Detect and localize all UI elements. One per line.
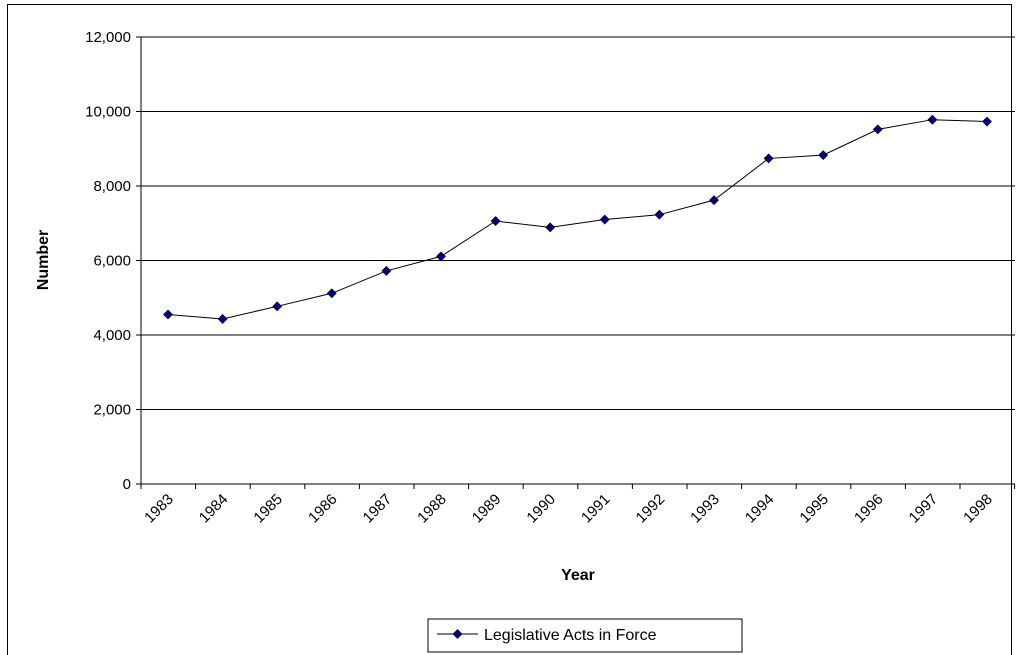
data-point-marker xyxy=(982,116,992,127)
x-tick-label: 1992 xyxy=(633,491,669,527)
chart-frame xyxy=(7,4,1012,655)
data-point-marker xyxy=(381,266,392,276)
y-tick-label: 2,000 xyxy=(93,402,131,419)
x-tick-label: 1995 xyxy=(796,491,832,527)
y-tick-label: 6,000 xyxy=(93,253,131,270)
legend-label: Legislative Acts in Force xyxy=(484,627,657,644)
data-point-marker xyxy=(272,301,283,312)
x-tick-label: 1994 xyxy=(742,491,778,527)
x-tick-labels: 1983 1984 1985 1986 1987 1988 1989 1990 1991 1992… xyxy=(141,491,996,527)
x-tick-label: 1987 xyxy=(360,491,396,527)
y-tick-label: 8,000 xyxy=(93,178,131,195)
data-point-marker xyxy=(927,114,938,125)
series-layer xyxy=(163,114,992,324)
x-tick-label: 1983 xyxy=(141,491,177,527)
x-tick-label: 1996 xyxy=(851,491,887,527)
x-tick-label: 1989 xyxy=(469,491,505,527)
data-point-marker xyxy=(763,153,774,164)
data-point-marker xyxy=(599,214,610,225)
y-axis-title: Number xyxy=(35,230,52,290)
y-tick-label: 0 xyxy=(123,476,131,493)
data-point-marker xyxy=(163,309,173,320)
data-point-marker xyxy=(217,314,228,324)
data-point-marker xyxy=(872,124,883,135)
data-point-marker xyxy=(326,288,337,299)
x-tick-label: 1988 xyxy=(414,491,450,527)
y-tick-labels: 0 2,000 4,000 6,000 8,000 10,000 12,000 xyxy=(85,29,131,493)
data-point-marker xyxy=(545,222,556,233)
data-point-marker xyxy=(818,150,829,161)
x-tick-label: 1986 xyxy=(305,491,341,527)
y-tick-label: 4,000 xyxy=(93,327,131,344)
y-tick-label: 10,000 xyxy=(85,104,131,121)
data-point-marker xyxy=(490,216,501,226)
gridlines xyxy=(136,36,1016,489)
axes xyxy=(140,37,1015,485)
series-line xyxy=(167,119,988,320)
x-tick-label: 1991 xyxy=(578,491,614,527)
x-tick-label: 1997 xyxy=(906,491,942,527)
data-point-marker xyxy=(436,251,446,262)
x-tick-label: 1993 xyxy=(687,491,723,527)
legend-marker-icon xyxy=(452,629,463,639)
x-tick-label: 1990 xyxy=(523,491,559,527)
legend-box xyxy=(427,618,743,653)
legend: Legislative Acts in Force xyxy=(427,618,743,653)
x-tick-label: 1984 xyxy=(196,491,232,527)
data-point-marker xyxy=(654,209,665,220)
x-tick-label: 1998 xyxy=(960,491,996,527)
x-tick-label: 1985 xyxy=(250,491,286,527)
data-point-marker xyxy=(709,195,719,206)
y-tick-label: 12,000 xyxy=(85,29,131,46)
x-axis-title: Year xyxy=(561,567,595,584)
